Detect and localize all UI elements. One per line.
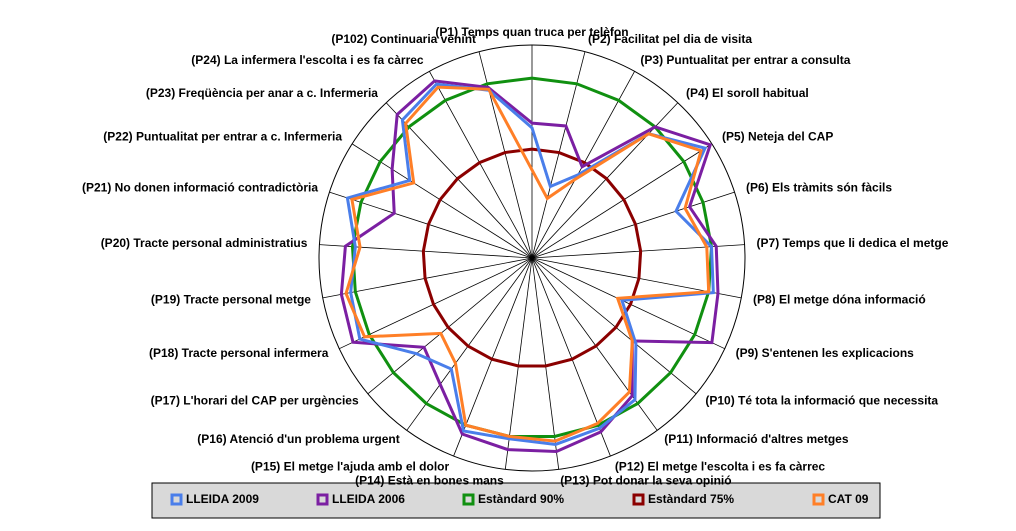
legend-marker	[316, 493, 329, 506]
legend-label: LLEIDA 2006	[332, 492, 405, 506]
axis-label: (P4) El soroll habitual	[686, 86, 809, 100]
axis-label: (P15) El metge l'ajuda amb el dolor	[251, 459, 450, 473]
legend-marker	[462, 493, 475, 506]
axis-label: (P10) Té tota la informació que necessit…	[705, 394, 938, 408]
spoke	[406, 257, 533, 431]
spoke	[531, 244, 745, 259]
axis-label: (P1) Temps quan truca per telèfon	[435, 25, 628, 39]
spoke	[531, 257, 658, 431]
axis-label: (P13) Pot donar la seva opinió	[560, 473, 731, 487]
spoke	[531, 257, 697, 395]
spoke	[531, 143, 713, 259]
spoke	[322, 257, 533, 299]
spoke	[531, 257, 725, 350]
axis-label: (P9) S'entenen les explicacions	[736, 346, 915, 360]
axis-label: (P16) Atenció d'un problema urgent	[197, 432, 399, 446]
axis-label: (P14) Està en bones mans	[355, 473, 504, 487]
axis-label: (P21) No donen informació contradictòria	[82, 181, 318, 195]
spoke	[531, 257, 560, 470]
axis-label: (P18) Tracte personal infermera	[149, 346, 329, 360]
series-line	[421, 147, 643, 368]
axis-label: (P3) Puntualitat per entrar a consulta	[640, 53, 850, 67]
spoke	[385, 102, 533, 259]
axis-label: (P20) Tracte personal administratius	[101, 236, 308, 250]
legend-label: CAT 09	[828, 492, 869, 506]
spoke	[339, 257, 533, 350]
axis-label: (P23) Freqüència per anar a c. Infermeri…	[146, 86, 378, 100]
axis-label: (P11) Informació d'altres metges	[664, 432, 849, 446]
axis-label: (P5) Neteja del CAP	[722, 130, 833, 144]
series-line	[344, 85, 711, 443]
legend-box	[151, 482, 881, 519]
axis-label: (P22) Puntualitat per entrar a c. Inferm…	[103, 130, 342, 144]
axis-label: (P24) La infermera l'escolta i es fa càr…	[191, 53, 424, 67]
spoke	[329, 191, 533, 259]
axis-label: (P17) L'horari del CAP per urgències	[151, 394, 359, 408]
spoke	[367, 257, 533, 395]
spoke	[429, 71, 533, 259]
axis-label: (P12) El metge l'escolta i es fa càrrec	[615, 459, 826, 473]
legend-label: LLEIDA 2009	[186, 492, 259, 506]
series-line	[350, 76, 714, 438]
legend-marker	[812, 493, 825, 506]
axis-label: (P6) Els tràmits són fàcils	[746, 181, 892, 195]
spoke	[531, 51, 586, 259]
axis-label: (P102) Continuaria venint	[331, 32, 476, 46]
spoke	[531, 191, 735, 259]
legend-marker	[170, 493, 183, 506]
axis-label: (P7) Temps que li dedica el metge	[757, 236, 949, 250]
legend-label: Estàndard 90%	[478, 492, 564, 506]
spoke	[504, 257, 533, 470]
legend-marker	[632, 493, 645, 506]
series-line	[339, 79, 720, 453]
spoke	[351, 143, 533, 259]
axis-label: (P2) Facilitat pel dia de visita	[588, 32, 752, 46]
axis-label: (P19) Tracte personal metge	[151, 292, 311, 306]
legend-label: Estàndard 75%	[648, 492, 734, 506]
axis-label: (P8) El metge dóna informació	[753, 292, 926, 306]
